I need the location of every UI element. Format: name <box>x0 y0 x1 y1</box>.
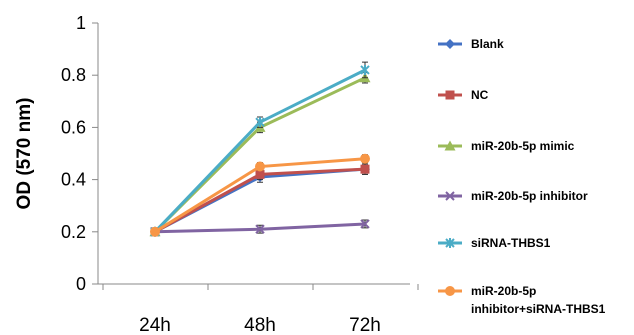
legend-marker <box>445 286 455 296</box>
legend-label: siRNA-THBS1 <box>471 236 551 250</box>
y-axis-label: OD (570 nm) <box>14 98 35 210</box>
legend-item: miR-20b-5p inhibitor <box>438 189 588 203</box>
series-5 <box>150 153 370 237</box>
data-point <box>255 117 265 128</box>
y-tick-label: 1 <box>76 13 86 33</box>
legend-label: Blank <box>471 37 504 51</box>
x-tick-label: 24h <box>139 315 171 335</box>
y-tick-label: 0 <box>76 274 86 294</box>
y-tick-label: 0.6 <box>61 117 86 137</box>
chart-axes <box>92 22 419 290</box>
legend-label: miR-20b-5p inhibitor <box>471 189 588 203</box>
legend-item: Blank <box>438 37 504 51</box>
x-tick-labels: 24h 48h 72h <box>139 315 381 335</box>
legend-marker <box>445 191 455 201</box>
chart-legend: Blank NC miR-20b-5p mimic miR-20b-5p inhibi… <box>438 37 606 316</box>
legend-item: NC <box>438 88 489 102</box>
data-point <box>150 226 160 237</box>
data-point <box>360 153 370 164</box>
series-line <box>153 76 366 233</box>
series-4 <box>150 61 370 237</box>
legend-item: miR-20b-5p mimic <box>438 139 575 153</box>
legend-marker <box>445 90 455 100</box>
legend-label: miR-20b-5p mimic <box>471 139 575 153</box>
legend-label: NC <box>471 88 489 102</box>
x-tick-label: 72h <box>349 315 381 335</box>
data-point <box>255 224 265 234</box>
legend-label: miR-20b-5p <box>471 284 536 298</box>
legend-marker <box>445 238 455 248</box>
data-point <box>360 164 370 174</box>
data-point <box>360 64 370 75</box>
series-2 <box>149 72 371 237</box>
legend-item: miR-20b-5p inhibitor+siRNA-THBS1 <box>438 284 606 316</box>
y-tick-label: 0.8 <box>61 65 86 85</box>
data-point <box>255 169 265 179</box>
legend-marker <box>445 39 455 49</box>
x-tick-label: 48h <box>244 315 276 335</box>
y-tick-labels: 0 0.2 0.4 0.6 0.8 1 <box>61 13 86 294</box>
legend-label: inhibitor+siRNA-THBS1 <box>471 302 606 316</box>
legend-marker <box>444 140 456 151</box>
y-tick-label: 0.4 <box>61 170 86 190</box>
data-point <box>360 219 370 229</box>
legend-item: siRNA-THBS1 <box>438 236 551 250</box>
chart-series <box>149 61 371 237</box>
data-point <box>255 161 265 172</box>
series-3 <box>150 219 370 237</box>
y-tick-label: 0.2 <box>61 222 86 242</box>
